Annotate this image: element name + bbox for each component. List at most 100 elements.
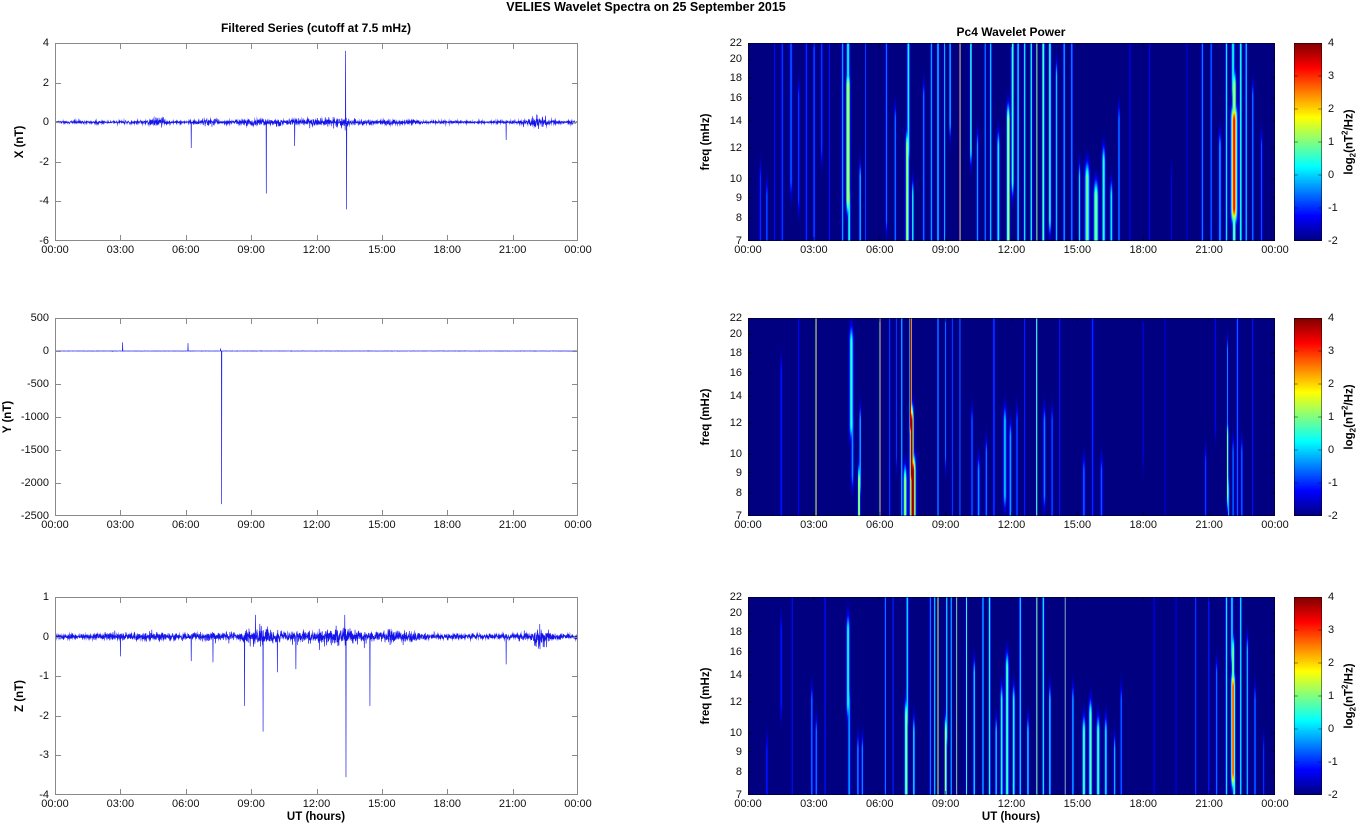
y-tick-label: 7	[735, 235, 742, 247]
x-tick-label: 21:00	[1195, 519, 1223, 531]
y-tick-label: 8	[735, 486, 742, 499]
y-tick-label: 14	[729, 669, 742, 682]
y-axis-label: Y (nT)	[2, 401, 14, 433]
z-filtered-series-canvas	[55, 597, 578, 795]
x-tick-label: 15:00	[368, 244, 396, 256]
y-axis-label: freq (mHz)	[700, 114, 712, 171]
right-column-title: Pc4 Wavelet Power	[956, 25, 1066, 39]
left-column-title: Filtered Series (cutoff at 7.5 mHz)	[220, 21, 412, 35]
colorbar-tick-label: 3	[1328, 70, 1335, 82]
x-tick-label: 09:00	[931, 244, 960, 256]
colorbar-label-prefix: log	[1343, 432, 1356, 450]
x-tick-label: 00:00	[41, 519, 69, 531]
y-axis-label-text: Y (nT)	[2, 400, 14, 434]
y-tick-label: 20	[729, 53, 742, 66]
y-tick-label: -1000	[20, 411, 49, 423]
y-tick-label: 500	[30, 312, 49, 324]
y-tick-label: 22	[729, 591, 742, 603]
x-tick-label: 21:00	[498, 798, 527, 810]
colorbar-tick-label: 4	[1328, 312, 1335, 324]
colorbar-label-suffix: /Hz)	[1343, 663, 1356, 685]
colorbar-tick-label: 0	[1328, 444, 1335, 456]
y-tick-label: 1	[42, 591, 49, 603]
y-tick-label: 18	[729, 346, 742, 359]
x-tick-label: 06:00	[865, 519, 894, 531]
colorbar-tick-label: -1	[1328, 202, 1338, 214]
colorbar-tick-label: 3	[1328, 624, 1335, 636]
x-tick-label: 09:00	[931, 798, 960, 810]
y-tick-label: 0	[42, 116, 49, 129]
panel-y-filtered-series: 00:00 03:00 06:00 09:00 12:00 15:00 18:00 21:00…	[2, 312, 592, 531]
colorbar-tick-label: 4	[1328, 37, 1335, 49]
y-tick-label: 16	[729, 367, 742, 380]
y-axis-label-text: Z (nT)	[14, 680, 26, 712]
x-tick-label: 12:00	[302, 244, 331, 256]
y-tick-label: -3	[39, 749, 49, 762]
z-wavelet-power-canvas	[748, 597, 1275, 795]
y-tick-label: 20	[729, 328, 742, 341]
colorbar-tick-label: 0	[1328, 723, 1335, 735]
colorbar-canvas	[1294, 597, 1322, 795]
x-tick-label: 09:00	[237, 798, 265, 810]
colorbar-label-superscript: 2	[1340, 130, 1350, 135]
x-tick-label: 00:00	[1261, 798, 1289, 810]
x-tick-label: 21:00	[1195, 798, 1223, 810]
colorbar-tick-label: 1	[1328, 136, 1335, 148]
panel-z-wavelet-power: 00:00 03:00 06:00 09:00 12:00 15:00 18:00 21:00…	[700, 591, 1358, 810]
y-tick-label: 22	[729, 37, 742, 49]
x-tick-label: 03:00	[800, 798, 828, 810]
colorbar-label-mid: (nT	[1343, 409, 1356, 428]
panel-y-wavelet-power: 00:00 03:00 06:00 09:00 12:00 15:00 18:00 21:00…	[700, 312, 1358, 531]
y-tick-label: 14	[729, 115, 742, 128]
y-tick-label: 8	[735, 211, 742, 224]
y-tick-label: 4	[42, 37, 49, 49]
x-tick-label: 09:00	[237, 244, 265, 256]
x-tick-label: 18:00	[433, 519, 462, 531]
x-tick-label: 18:00	[433, 798, 462, 810]
panel-x-filtered-series: 00:00 03:00 06:00 09:00 12:00 15:00 18:00 21:00…	[14, 37, 592, 256]
y-axis-label: freq (mHz)	[700, 668, 712, 725]
x-tick-label: 06:00	[865, 244, 894, 256]
y-tick-label: 10	[729, 448, 742, 461]
y-wavelet-power-canvas	[748, 318, 1275, 516]
x-tick-label: 09:00	[931, 519, 960, 531]
colorbar-label: log2(nT2/Hz)	[1340, 384, 1357, 449]
panel-z-filtered-series: 00:00 03:00 06:00 09:00 12:00 15:00 18:00 21:00…	[14, 591, 592, 810]
x-tick-label: 00:00	[564, 798, 592, 810]
x-tick-label: 00:00	[1261, 244, 1289, 256]
x-tick-label: 03:00	[106, 519, 135, 531]
x-tick-label: 06:00	[171, 519, 200, 531]
x-tick-label: 21:00	[498, 519, 527, 531]
y-axis-label: X (nT)	[14, 126, 26, 159]
x-tick-label: 12:00	[997, 244, 1026, 256]
y-tick-label: -6	[39, 235, 49, 247]
y-tick-label: 12	[729, 141, 742, 154]
panel-x-wavelet-power: 00:00 03:00 06:00 09:00 12:00 15:00 18:00 21:00…	[700, 37, 1358, 256]
y-tick-label: -2	[39, 709, 49, 722]
y-tick-label: 18	[729, 71, 742, 84]
colorbar-tick-label: -2	[1328, 235, 1338, 247]
colorbar-label-subscript: 2	[1348, 706, 1358, 712]
x-tick-label: 00:00	[41, 244, 69, 256]
y-tick-label: 14	[729, 390, 742, 403]
main-title: VELIES Wavelet Spectra on 25 September 2…	[506, 0, 786, 14]
colorbar-label-suffix: /Hz)	[1343, 109, 1356, 131]
colorbar-tick-label: 2	[1328, 657, 1335, 669]
y-tick-label: 2	[42, 76, 49, 89]
y-tick-label: -2	[39, 155, 49, 168]
y-tick-label: 9	[735, 745, 742, 758]
x-tick-label: 18:00	[1129, 798, 1158, 810]
y-tick-label: 12	[729, 416, 742, 429]
x-tick-label: 15:00	[368, 798, 396, 810]
colorbar-tick-label: 0	[1328, 169, 1335, 181]
x-tick-label: 18:00	[1129, 519, 1158, 531]
y-tick-label: -4	[39, 789, 49, 801]
x-tick-label: 06:00	[171, 244, 200, 256]
colorbar-label-subscript: 2	[1348, 152, 1358, 158]
y-tick-label: 16	[729, 646, 742, 659]
colorbar-tick-label: 3	[1328, 345, 1335, 357]
x-tick-label: 15:00	[1063, 519, 1092, 531]
y-axis-label-text: freq (mHz)	[700, 388, 712, 446]
y-axis-label: Z (nT)	[14, 680, 26, 712]
colorbar-tick-label: -2	[1328, 510, 1338, 522]
